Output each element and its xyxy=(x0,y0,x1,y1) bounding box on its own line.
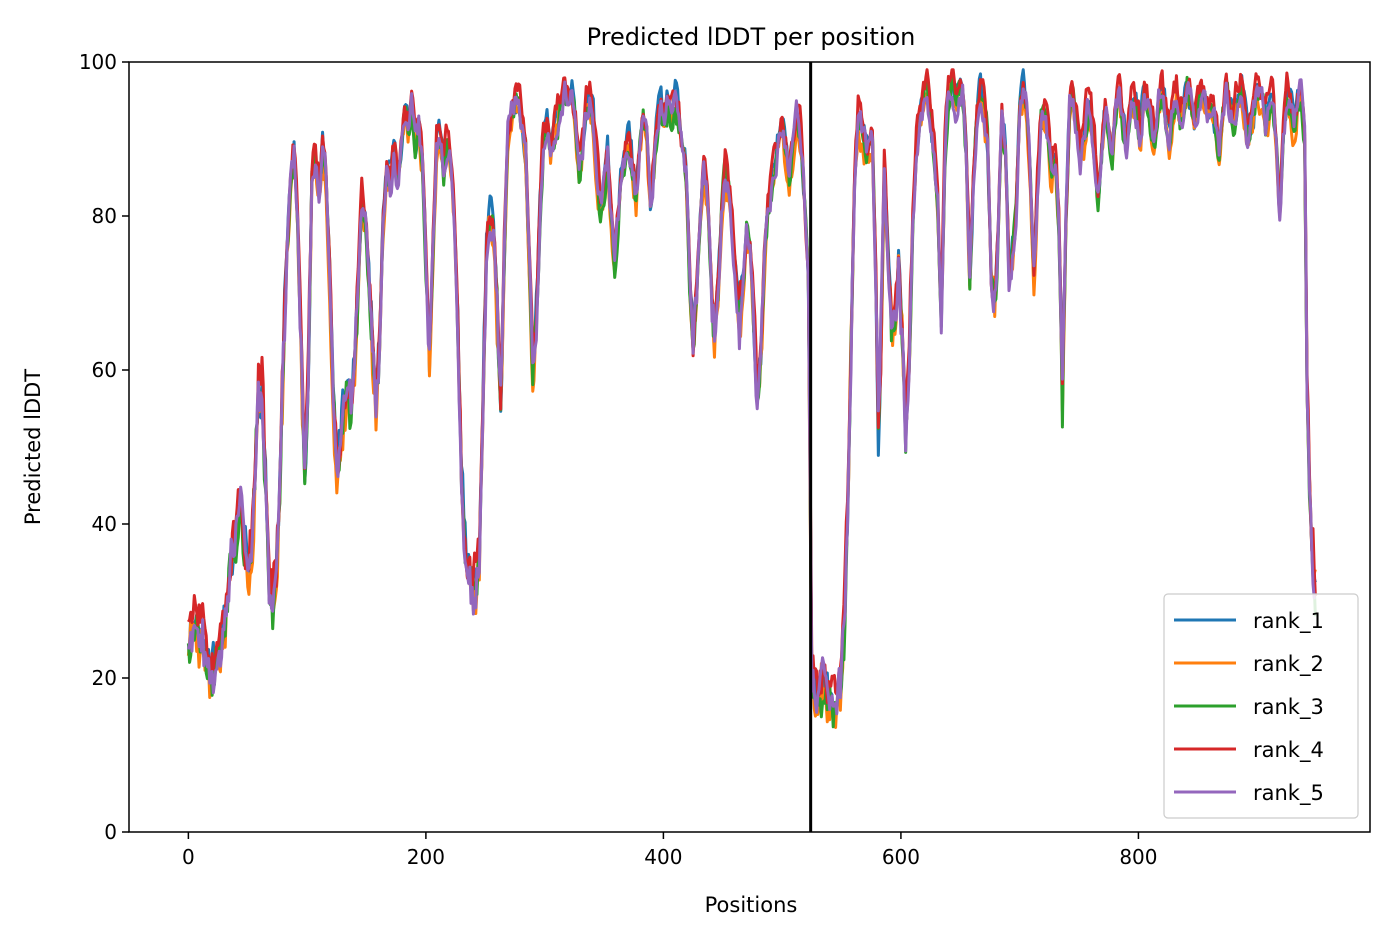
x-tick-label: 200 xyxy=(407,845,445,869)
y-tick-label: 20 xyxy=(92,666,117,690)
series-line-rank-5 xyxy=(186,78,1317,716)
legend-label-rank-4: rank_4 xyxy=(1253,738,1324,763)
y-axis-title: Predicted lDDT xyxy=(21,369,45,525)
legend-label-rank-3: rank_3 xyxy=(1253,695,1324,720)
legend-label-rank-1: rank_1 xyxy=(1253,609,1324,634)
x-axis: 0 200 400 600 800 xyxy=(182,832,1158,869)
series-layer xyxy=(186,68,1317,729)
x-tick-label: 800 xyxy=(1119,845,1157,869)
y-tick-label: 0 xyxy=(104,820,117,844)
legend-box xyxy=(1163,593,1359,819)
y-tick-label: 100 xyxy=(79,50,117,74)
plot-frame xyxy=(128,61,1371,833)
x-tick-label: 600 xyxy=(882,845,920,869)
x-axis-title: Positions xyxy=(705,893,798,917)
x-tick-label: 400 xyxy=(644,845,682,869)
legend: rank_1 rank_2 rank_3 rank_4 rank_5 xyxy=(1163,593,1359,819)
legend-label-rank-5: rank_5 xyxy=(1253,781,1324,806)
y-tick-label: 40 xyxy=(92,512,117,536)
legend-label-rank-2: rank_2 xyxy=(1253,652,1324,677)
y-axis: 0 20 40 60 80 100 xyxy=(79,50,129,844)
x-tick-label: 0 xyxy=(182,845,195,869)
y-tick-label: 60 xyxy=(92,358,117,382)
y-tick-label: 80 xyxy=(92,204,117,228)
chart-title: Predicted lDDT per position xyxy=(587,23,916,51)
